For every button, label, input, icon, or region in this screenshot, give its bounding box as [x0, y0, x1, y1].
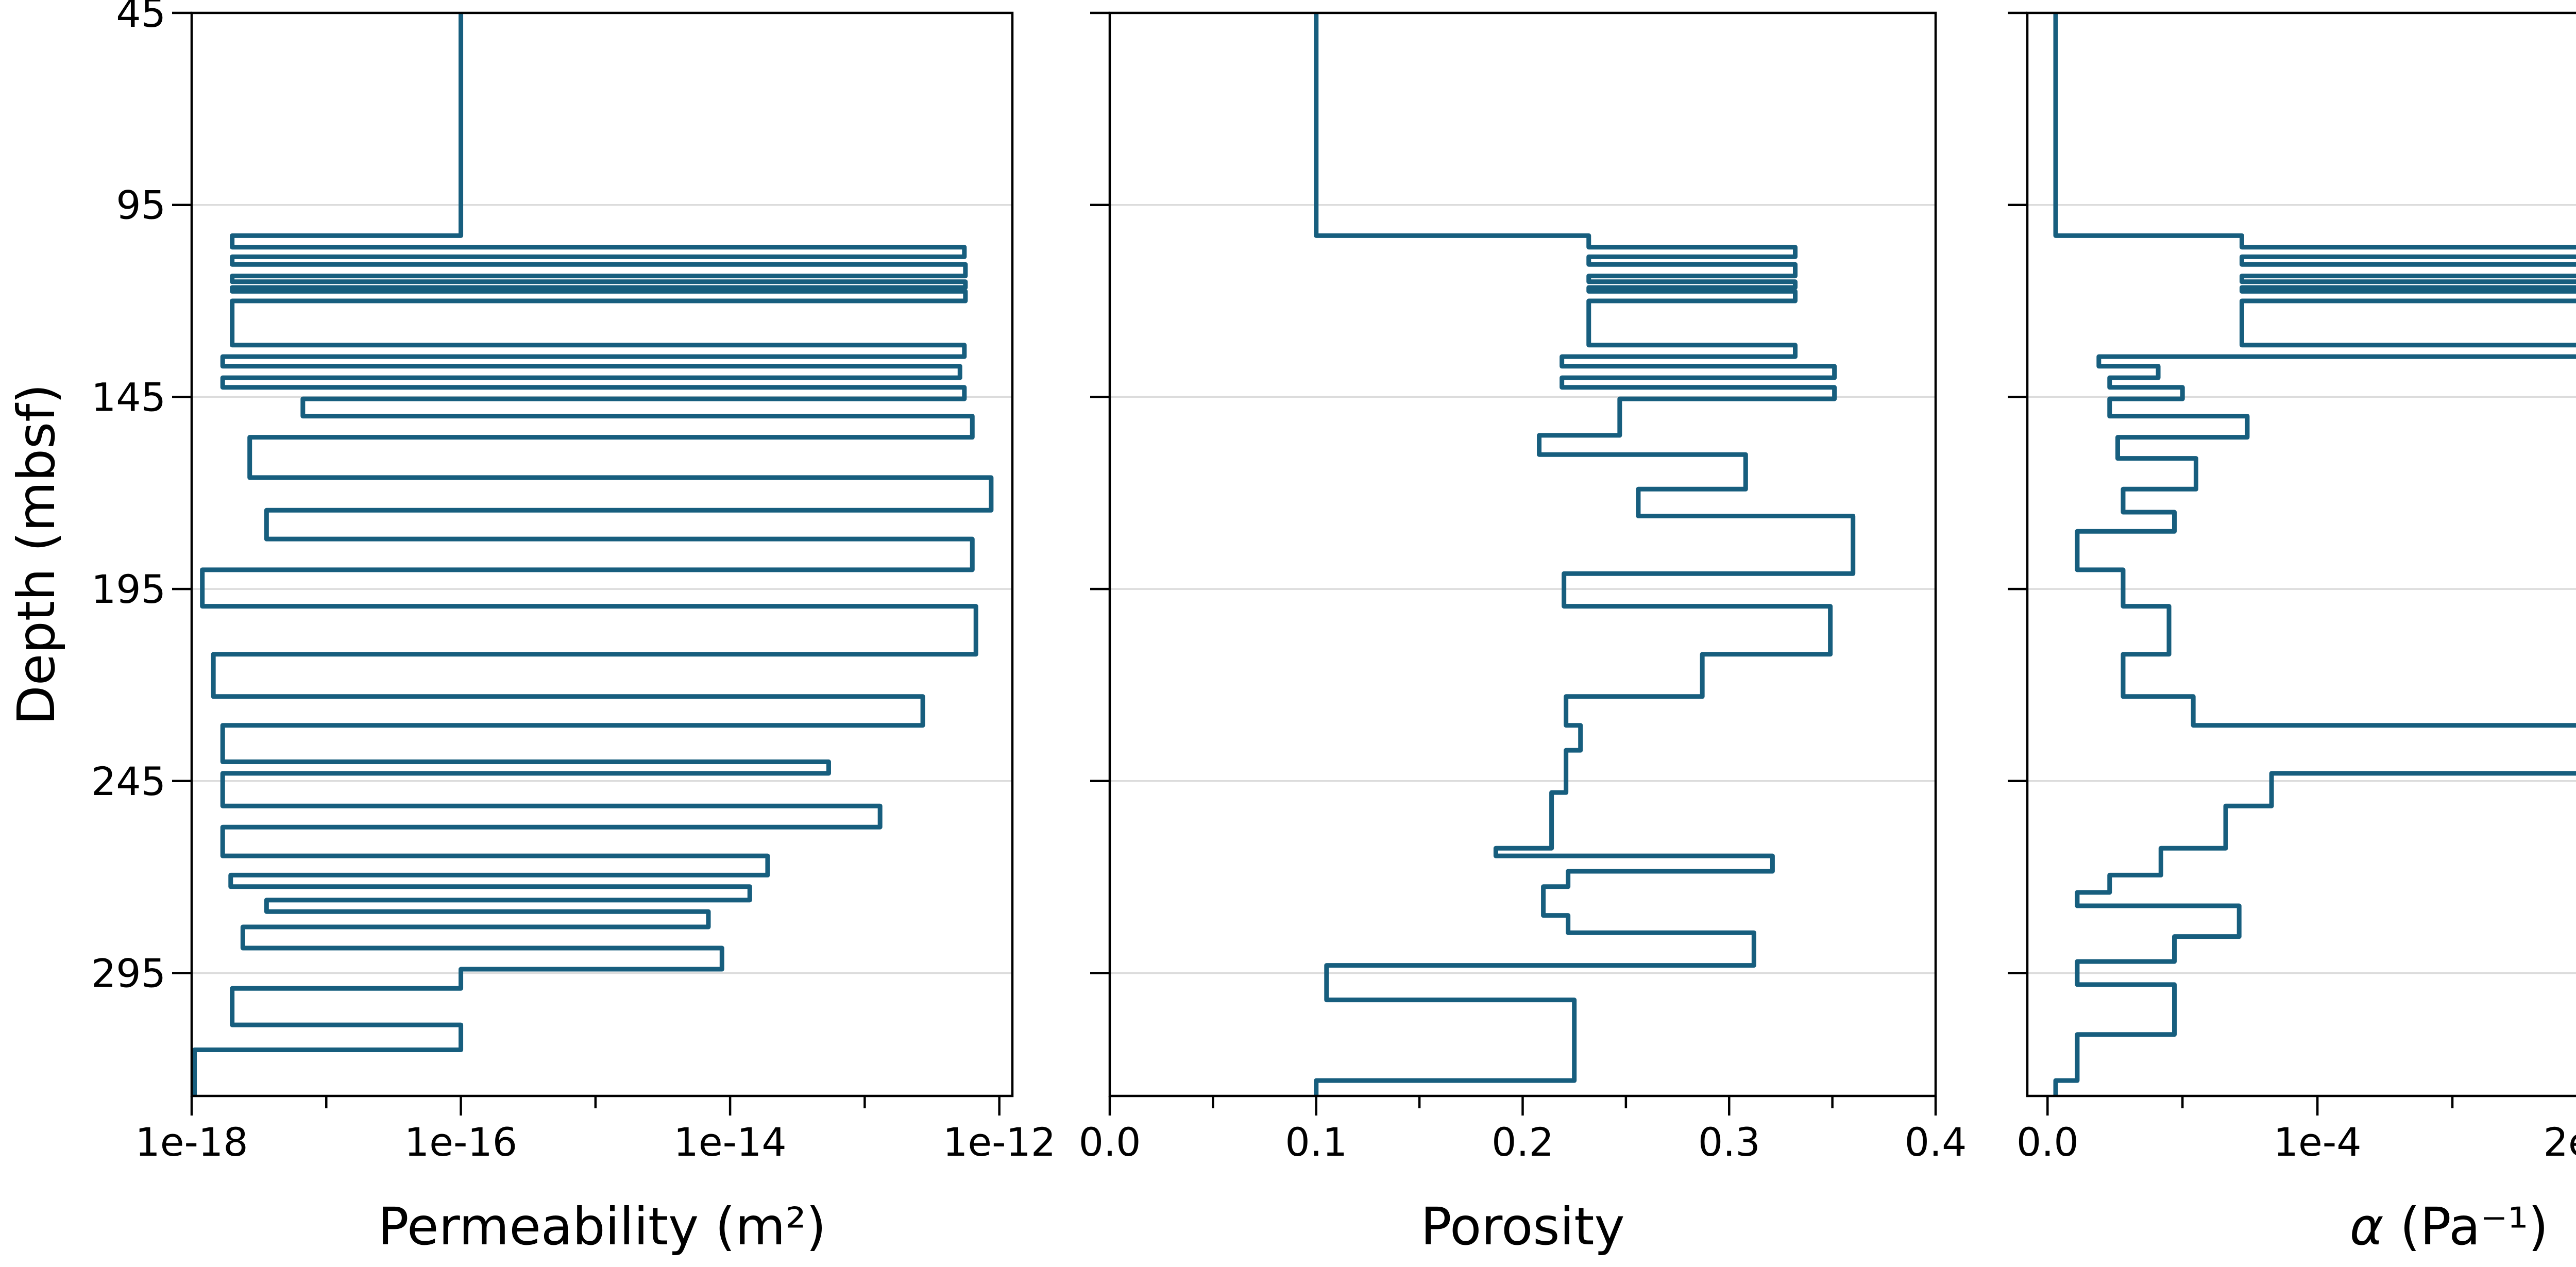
y-tick-label: 145	[91, 374, 166, 420]
panel-porosity: 0.0 0.1 0.2 0.3 0.4 Porosity	[1079, 11, 1967, 1257]
x-tick-label: 1e-16	[404, 1119, 517, 1165]
x-tick-label: 0.3	[1698, 1119, 1760, 1165]
step-line-alpha	[2053, 13, 2576, 1096]
y-axis-title: Depth (mbsf)	[6, 384, 66, 725]
x-tick-label: 2e-4	[2544, 1119, 2576, 1165]
y-tick-label: 195	[91, 566, 166, 612]
x-tick-label: 0.2	[1492, 1119, 1554, 1165]
x-tick-label: 1e-14	[673, 1119, 786, 1165]
panel-permeability: 1e-18 1e-16 1e-14 1e-12 Permeability (m²) 45 9…	[6, 0, 1056, 1257]
axis-title-porosity: Porosity	[1420, 1196, 1624, 1257]
x-tick-label: 1e-4	[2274, 1119, 2362, 1165]
x-tick-label: 0.4	[1905, 1119, 1967, 1165]
plot-frame	[2026, 11, 2576, 1097]
y-tick-label: 45	[116, 0, 166, 36]
axis-title-alpha: α (Pa⁻¹)	[2350, 1196, 2549, 1257]
y-tick-label: 295	[91, 950, 166, 996]
panel-alpha: 0.01e-42e-43e-4α (Pa⁻¹)	[2008, 11, 2576, 1257]
plot-frame	[190, 11, 1014, 1097]
x-tick-label: 1e-18	[135, 1119, 248, 1165]
step-line-permeability	[192, 13, 994, 1096]
x-tick-label: 1e-12	[943, 1119, 1056, 1165]
x-tick-label: 0.0	[2016, 1119, 2079, 1165]
step-line-porosity	[1314, 13, 1856, 1096]
x-tick-label: 0.1	[1285, 1119, 1347, 1165]
y-tick-label: 95	[116, 182, 166, 228]
y-tick-label: 245	[91, 758, 166, 804]
axis-title-permeability: Permeability (m²)	[378, 1196, 826, 1257]
x-tick-label: 0.0	[1079, 1119, 1141, 1165]
